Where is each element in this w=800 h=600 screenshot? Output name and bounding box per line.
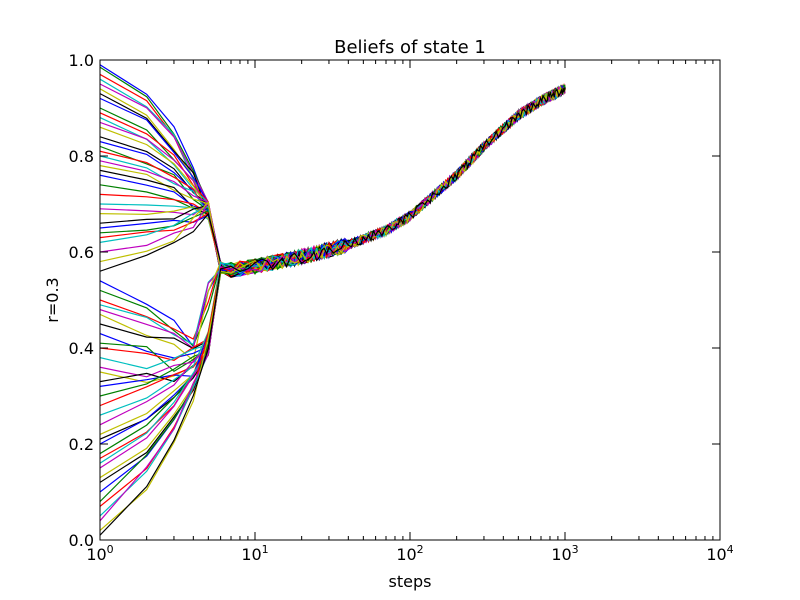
y-tick-label: 0.8 <box>69 147 94 166</box>
x-tick-label: 102 <box>396 543 423 564</box>
x-tick-label: 101 <box>241 543 268 564</box>
y-tick-label: 1.0 <box>69 51 94 70</box>
series-layer <box>100 64 566 536</box>
x-tick-label: 103 <box>551 543 578 564</box>
y-tick-label: 0.0 <box>69 531 94 550</box>
x-tick-label: 100 <box>86 543 113 564</box>
tick-labels: 100 101 102 103 104 0.0 0.2 0.4 0.6 0.8 1.0 <box>69 51 734 564</box>
series-line-70 <box>100 87 566 536</box>
plot-frame <box>99 59 721 541</box>
x-tick-label: 104 <box>706 543 733 564</box>
chart-title: Beliefs of state 1 <box>334 37 486 58</box>
ticks-layer <box>100 60 720 540</box>
y-tick-label: 0.2 <box>69 435 94 454</box>
y-tick-label: 0.6 <box>69 243 94 262</box>
y-tick-label: 0.4 <box>69 339 94 358</box>
y-axis-label: r=0.3 <box>43 277 62 322</box>
x-axis-label: steps <box>389 572 432 591</box>
